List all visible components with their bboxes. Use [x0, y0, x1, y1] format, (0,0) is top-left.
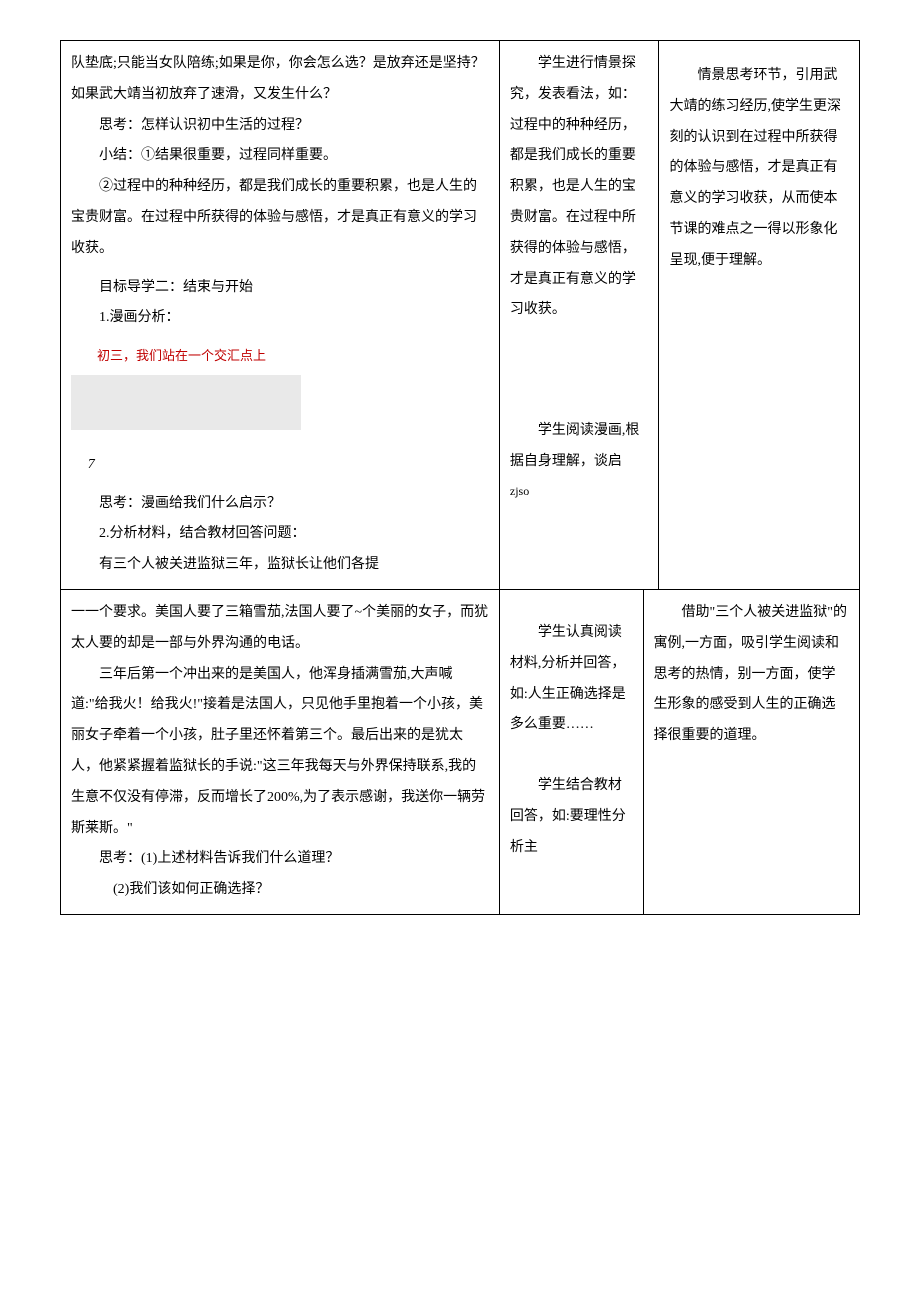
body-text: 2.分析材料，结合教材回答问题： [71, 519, 489, 550]
body-text: zjso [510, 478, 649, 504]
body-text: 1.漫画分析： [71, 303, 489, 334]
body-text: 三年后第一个冲出来的是美国人，他浑身插满雪茄,大声喊道:"给我火！给我火!"接着… [71, 660, 489, 845]
student-activity-cell: 学生认真阅读材料,分析并回答，如:人生正确选择是多么重要…… 学生结合教材回答，… [500, 590, 644, 914]
table-row: 一一个要求。美国人要了三箱雪茄,法国人要了~个美丽的女子，而犹太人要的却是一部与… [61, 589, 859, 914]
body-text: 学生结合教材回答，如:要理性分析主 [510, 771, 633, 863]
body-text: 学生进行情景探究，发表看法，如：过程中的种种经历，都是我们成长的重要积累，也是人… [510, 49, 649, 326]
body-text: 思考：漫画给我们什么启示？ [71, 489, 489, 520]
body-text: 学生阅读漫画,根据自身理解，谈启 [510, 416, 649, 478]
table-row: 队垫底;只能当女队陪练;如果是你，你会怎么选？是放弃还是坚持？如果武大靖当初放弃… [61, 41, 859, 589]
comic-title: 初三，我们站在一个交汇点上 [71, 342, 489, 371]
body-text: ②过程中的种种经历，都是我们成长的重要积累，也是人生的宝贵财富。在过程中所获得的… [71, 172, 489, 264]
student-activity-cell: 学生进行情景探究，发表看法，如：过程中的种种经历，都是我们成长的重要积累，也是人… [500, 41, 660, 589]
section-heading: 目标导学二：结束与开始 [71, 273, 489, 304]
body-text: 情景思考环节，引用武大靖的练习经历,使学生更深刻的认识到在过程中所获得的体验与感… [669, 61, 849, 277]
page-number: 7 [88, 450, 489, 481]
body-text: 思考：(1)上述材料告诉我们什么道理？ [71, 844, 489, 875]
body-text: 学生认真阅读材料,分析并回答，如:人生正确选择是多么重要…… [510, 618, 633, 741]
body-text: 借助"三个人被关进监狱"的寓例,一方面，吸引学生阅读和思考的热情，别一方面，使学… [654, 598, 849, 752]
design-intent-cell: 借助"三个人被关进监狱"的寓例,一方面，吸引学生阅读和思考的热情，别一方面，使学… [644, 590, 859, 914]
main-content-cell: 一一个要求。美国人要了三箱雪茄,法国人要了~个美丽的女子，而犹太人要的却是一部与… [61, 590, 500, 914]
body-text: 思考：怎样认识初中生活的过程？ [71, 111, 489, 142]
comic-image-placeholder [71, 375, 301, 430]
design-intent-cell: 情景思考环节，引用武大靖的练习经历,使学生更深刻的认识到在过程中所获得的体验与感… [659, 41, 859, 589]
main-content-cell: 队垫底;只能当女队陪练;如果是你，你会怎么选？是放弃还是坚持？如果武大靖当初放弃… [61, 41, 500, 589]
body-text: (2)我们该如何正确选择？ [71, 875, 489, 906]
body-text: 一一个要求。美国人要了三箱雪茄,法国人要了~个美丽的女子，而犹太人要的却是一部与… [71, 598, 489, 660]
body-text: 小结：①结果很重要，过程同样重要。 [71, 141, 489, 172]
lesson-table: 队垫底;只能当女队陪练;如果是你，你会怎么选？是放弃还是坚持？如果武大靖当初放弃… [60, 40, 860, 915]
body-text: 队垫底;只能当女队陪练;如果是你，你会怎么选？是放弃还是坚持？如果武大靖当初放弃… [71, 49, 489, 111]
body-text: 有三个人被关进监狱三年，监狱长让他们各提 [71, 550, 489, 581]
